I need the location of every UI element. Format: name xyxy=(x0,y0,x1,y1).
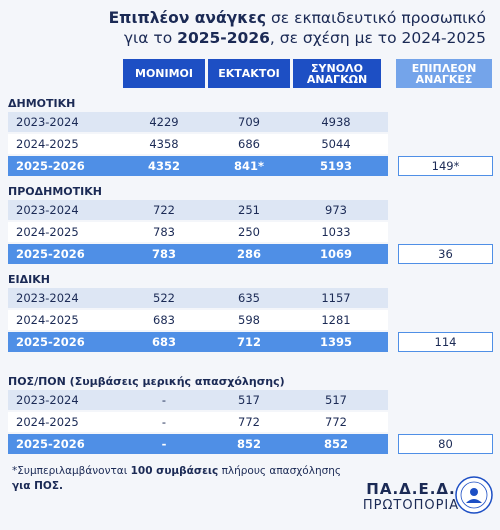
cell-permanent: 4352 xyxy=(147,159,180,173)
cell-substitute: 686 xyxy=(238,137,260,151)
cell-permanent: 683 xyxy=(153,313,175,327)
cell-total: 517 xyxy=(325,393,347,407)
cell-total: 5044 xyxy=(321,137,351,151)
cell-year: 2024-2025 xyxy=(16,313,79,327)
org-name: ΠΑ.Δ.Ε.Δ. xyxy=(366,480,456,498)
cell-year: 2025-2026 xyxy=(16,437,85,451)
table-row: 2025-2026 - 852 852 xyxy=(8,434,388,454)
cell-substitute: 635 xyxy=(238,291,260,305)
cell-substitute: 251 xyxy=(238,203,260,217)
cell-permanent: 783 xyxy=(151,247,176,261)
cell-total: 1395 xyxy=(319,335,352,349)
cell-substitute: 712 xyxy=(236,335,261,349)
table-row: 2024-2025 - 772 772 xyxy=(8,412,388,432)
section-title: ΔΗΜΟΤΙΚΗ xyxy=(8,97,76,110)
cell-permanent: 783 xyxy=(153,225,175,239)
table-row: 2025-2026 783 286 1069 xyxy=(8,244,388,264)
table-row: 2023-2024 4229 709 4938 xyxy=(8,112,388,132)
table-row: 2025-2026 4352 841* 5193 xyxy=(8,156,388,176)
table-row: 2023-2024 522 635 1157 xyxy=(8,288,388,308)
table-row: 2024-2025 4358 686 5044 xyxy=(8,134,388,154)
cell-year: 2023-2024 xyxy=(16,291,79,305)
extra-needs-value: 114 xyxy=(398,332,493,352)
extra-needs-value: 149* xyxy=(398,156,493,176)
cell-permanent: 683 xyxy=(151,335,176,349)
cell-year: 2023-2024 xyxy=(16,203,79,217)
title-rest: σε εκπαιδευτικό προσωπικό xyxy=(266,9,486,27)
cell-permanent: 4229 xyxy=(149,115,179,129)
section-title: ΠΡΟΔΗΜΟΤΙΚΗ xyxy=(8,185,102,198)
cell-total: 5193 xyxy=(319,159,352,173)
organization-name: ΠΑ.Δ.Ε.Δ. ΠΡΩΤΟΠΟΡΙΑ xyxy=(356,480,466,513)
cell-substitute: 250 xyxy=(238,225,260,239)
cell-total: 973 xyxy=(325,203,347,217)
org-sub: ΠΡΩΤΟΠΟΡΙΑ xyxy=(362,498,460,513)
title-bold: Επιπλέον ανάγκες xyxy=(108,9,267,27)
header-extra: ΕΠΙΠΛΕΟΝ ΑΝΑΓΚΕΣ xyxy=(396,59,492,88)
subtitle-rest: , σε σχέση με το 2024-2025 xyxy=(269,29,486,47)
cell-substitute: 598 xyxy=(238,313,260,327)
cell-permanent: 722 xyxy=(153,203,175,217)
cell-permanent: - xyxy=(161,437,167,451)
cell-substitute: 772 xyxy=(238,415,260,429)
section-title: ΕΙΔΙΚΗ xyxy=(8,273,50,286)
table-row: 2025-2026 683 712 1395 xyxy=(8,332,388,352)
extra-needs-value: 80 xyxy=(398,434,493,454)
header-total: ΣΥΝΟΛΟ ΑΝΑΓΚΩΝ xyxy=(293,59,381,88)
section-title: ΠΟΣ/ΠΟΝ (Συμβάσεις μερικής απασχόλησης) xyxy=(8,375,285,388)
cell-year: 2025-2026 xyxy=(16,247,85,261)
cell-total: 4938 xyxy=(321,115,351,129)
organization-logo-icon xyxy=(455,476,493,514)
cell-substitute: 852 xyxy=(236,437,261,451)
cell-year: 2023-2024 xyxy=(16,393,79,407)
header-substitute: ΕΚΤΑΚΤΟΙ xyxy=(208,59,290,88)
cell-total: 1069 xyxy=(319,247,352,261)
extra-needs-value: 36 xyxy=(398,244,493,264)
cell-year: 2023-2024 xyxy=(16,115,79,129)
cell-year: 2024-2025 xyxy=(16,137,79,151)
cell-total: 772 xyxy=(325,415,347,429)
page-title: Επιπλέον ανάγκες σε εκπαιδευτικό προσωπι… xyxy=(109,8,486,48)
table-row: 2023-2024 - 517 517 xyxy=(8,390,388,410)
cell-year: 2025-2026 xyxy=(16,159,85,173)
table-row: 2024-2025 783 250 1033 xyxy=(8,222,388,242)
cell-year: 2024-2025 xyxy=(16,225,79,239)
cell-permanent: - xyxy=(161,415,167,429)
subtitle-year: 2025-2026 xyxy=(177,29,270,47)
subtitle-pre: για το xyxy=(123,29,178,47)
table-row: 2023-2024 722 251 973 xyxy=(8,200,388,220)
cell-year: 2025-2026 xyxy=(16,335,85,349)
cell-substitute: 286 xyxy=(236,247,261,261)
cell-total: 1033 xyxy=(321,225,351,239)
cell-total: 1157 xyxy=(321,291,351,305)
cell-permanent: 522 xyxy=(153,291,175,305)
cell-substitute: 517 xyxy=(238,393,260,407)
cell-permanent: - xyxy=(161,393,167,407)
cell-substitute: 841* xyxy=(233,159,265,173)
header-permanent: ΜΟΝΙΜΟΙ xyxy=(123,59,205,88)
table-row: 2024-2025 683 598 1281 xyxy=(8,310,388,330)
cell-year: 2024-2025 xyxy=(16,415,79,429)
cell-substitute: 709 xyxy=(238,115,260,129)
cell-total: 852 xyxy=(323,437,348,451)
cell-permanent: 4358 xyxy=(149,137,179,151)
cell-total: 1281 xyxy=(321,313,351,327)
footnote: *Συμπεριλαμβάνονται 100 συμβάσεις πλήρου… xyxy=(12,465,342,492)
